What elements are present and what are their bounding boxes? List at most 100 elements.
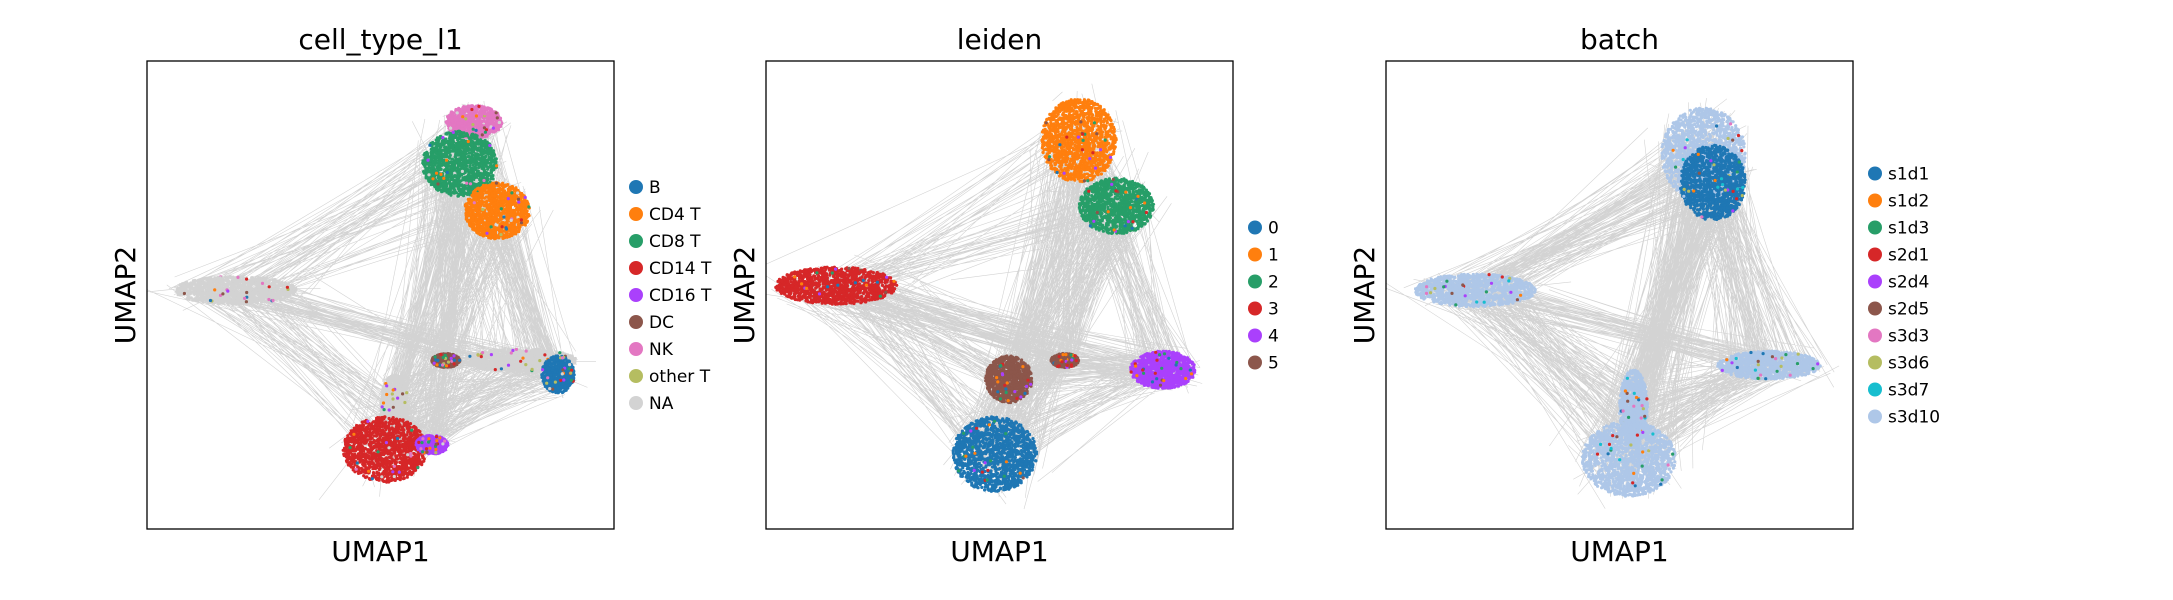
panel-title: batch bbox=[1580, 23, 1659, 56]
legend-item: s1d2 bbox=[1868, 192, 1929, 212]
cluster-dc bbox=[430, 352, 462, 369]
legend-item: NA bbox=[629, 394, 674, 414]
cluster-s1d1 bbox=[1679, 143, 1747, 221]
panel-title: leiden bbox=[957, 23, 1043, 56]
x-axis-label: UMAP1 bbox=[331, 535, 430, 568]
legend-item: 5 bbox=[1248, 354, 1279, 374]
cluster-3 bbox=[774, 265, 899, 306]
cluster-4 bbox=[1129, 349, 1197, 390]
legend-label: s3d3 bbox=[1888, 327, 1929, 347]
legend-marker bbox=[1248, 355, 1262, 370]
panel-title: cell_type_l1 bbox=[298, 23, 462, 56]
legend-item: s3d6 bbox=[1868, 354, 1929, 374]
legend-item: s2d5 bbox=[1868, 300, 1929, 320]
legend-label: 2 bbox=[1268, 273, 1279, 293]
legend-item: s2d4 bbox=[1868, 273, 1929, 293]
cluster-cd16-t bbox=[414, 434, 450, 456]
cluster-s3d10 bbox=[1414, 272, 1537, 309]
legend-label: s3d7 bbox=[1888, 381, 1929, 401]
legend-item: NK bbox=[629, 340, 674, 360]
legend-item: 1 bbox=[1248, 246, 1279, 266]
legend-label: 1 bbox=[1268, 246, 1279, 266]
legend-marker bbox=[1868, 355, 1882, 370]
legend-marker bbox=[1868, 220, 1882, 235]
cluster-b bbox=[540, 354, 576, 395]
legend-item: CD4 T bbox=[629, 205, 701, 225]
cluster-5 bbox=[984, 354, 1034, 405]
legend-marker bbox=[629, 369, 643, 383]
legend-label: s1d2 bbox=[1888, 192, 1929, 212]
legend-marker bbox=[1868, 382, 1882, 397]
axes-frame bbox=[1385, 60, 1854, 530]
cluster-cd4-t bbox=[463, 181, 531, 241]
point-clusters bbox=[1414, 106, 1822, 498]
legend-item: 0 bbox=[1248, 219, 1279, 239]
cluster-5 bbox=[1049, 352, 1081, 370]
legend-label: 4 bbox=[1268, 327, 1279, 347]
legend-label: s2d1 bbox=[1888, 246, 1929, 266]
legend-item: s1d3 bbox=[1868, 219, 1929, 239]
panel-leiden: leiden UMAP1 UMAP2 0 1 2 3 4 5 bbox=[728, 23, 1279, 568]
legend-label: NK bbox=[649, 340, 674, 360]
legend-marker bbox=[629, 234, 643, 248]
legend-item: CD16 T bbox=[629, 286, 712, 306]
legend-label: other T bbox=[649, 367, 711, 387]
legend-item: s3d10 bbox=[1868, 408, 1940, 428]
legend-item: DC bbox=[629, 313, 674, 333]
panel-batch: batch UMAP1 UMAP2 s1d1 s1d2 s1d3 s2d1 s2d4 s2d5 s… bbox=[1348, 23, 1940, 568]
legend-marker bbox=[1248, 220, 1262, 235]
legend-item: 2 bbox=[1248, 273, 1279, 293]
legend-marker bbox=[1868, 274, 1882, 289]
legend-label: s3d6 bbox=[1888, 354, 1929, 374]
legend-marker bbox=[629, 207, 643, 221]
legend-marker bbox=[1868, 409, 1882, 424]
legend-item: other T bbox=[629, 367, 711, 387]
panel-cell-type-l1: cell_type_l1 UMAP1 UMAP2 B CD4 T CD8 T CD14 T C… bbox=[109, 23, 712, 568]
legend-item: s1d1 bbox=[1868, 165, 1929, 185]
y-axis-label: UMAP2 bbox=[728, 246, 761, 345]
legend-marker bbox=[1248, 247, 1262, 262]
point-clusters bbox=[774, 98, 1197, 493]
legend-label: s3d10 bbox=[1888, 408, 1940, 428]
cluster-1 bbox=[1040, 98, 1118, 184]
legend-item: CD14 T bbox=[629, 259, 712, 279]
legend-label: s2d5 bbox=[1888, 300, 1929, 320]
y-axis-label: UMAP2 bbox=[109, 246, 142, 345]
cluster-cd14-t bbox=[341, 415, 429, 484]
legend-label: B bbox=[649, 178, 661, 198]
legend-marker bbox=[1868, 301, 1882, 316]
legend-marker bbox=[1868, 328, 1882, 343]
legend-marker bbox=[1868, 247, 1882, 262]
legend-item: B bbox=[629, 178, 661, 198]
legend-label: 0 bbox=[1268, 219, 1279, 239]
legend-marker bbox=[1248, 274, 1262, 289]
y-axis-label: UMAP2 bbox=[1348, 246, 1381, 345]
x-axis-label: UMAP1 bbox=[1570, 535, 1669, 568]
legend-marker bbox=[629, 288, 643, 302]
legend-label: 3 bbox=[1268, 300, 1279, 320]
axes-frame bbox=[765, 60, 1234, 530]
legend-label: CD4 T bbox=[649, 205, 701, 225]
legend-marker bbox=[1248, 328, 1262, 343]
legend-marker bbox=[629, 180, 643, 194]
legend-item: s3d7 bbox=[1868, 381, 1929, 401]
legend-label: s1d3 bbox=[1888, 219, 1929, 239]
legend-label: CD14 T bbox=[649, 259, 712, 279]
legend-marker bbox=[629, 315, 643, 329]
legend-marker bbox=[1248, 301, 1262, 316]
legend-label: CD8 T bbox=[649, 232, 701, 252]
legend-label: s1d1 bbox=[1888, 165, 1929, 185]
legend-label: DC bbox=[649, 313, 674, 333]
point-clusters bbox=[175, 104, 577, 484]
legend-item: s2d1 bbox=[1868, 246, 1929, 266]
legend-marker bbox=[1868, 166, 1882, 181]
cluster-2 bbox=[1077, 176, 1155, 235]
legend-marker bbox=[629, 342, 643, 356]
legend-item: CD8 T bbox=[629, 232, 701, 252]
axes-frame bbox=[146, 60, 615, 530]
cluster-0 bbox=[951, 415, 1039, 493]
cluster-na bbox=[175, 274, 298, 306]
legend-label: NA bbox=[649, 394, 674, 414]
x-axis-label: UMAP1 bbox=[950, 535, 1049, 568]
